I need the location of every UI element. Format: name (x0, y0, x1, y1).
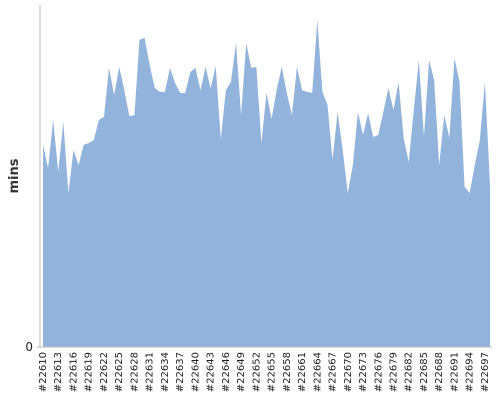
y-tick-label: 0 (25, 340, 33, 354)
x-tick-label: #22619 (84, 352, 95, 392)
x-tick-label: #22664 (312, 352, 323, 392)
x-tick-label: #22694 (465, 352, 476, 392)
x-tick-label: #22688 (434, 352, 445, 392)
x-tick-label: #22697 (480, 352, 491, 392)
x-tick-label: #22676 (373, 352, 384, 392)
x-tick-label: #22631 (145, 352, 156, 392)
y-axis-label: mins (7, 158, 22, 193)
x-tick-label: #22628 (129, 352, 140, 392)
x-tick-label: #22661 (297, 352, 308, 392)
x-tick-label: #22634 (160, 352, 171, 392)
x-tick-label: #22637 (175, 352, 186, 392)
x-tick-label: #22649 (236, 352, 247, 392)
x-tick-label: #22691 (449, 352, 460, 392)
x-tick-label: #22655 (267, 352, 278, 392)
area (43, 20, 490, 347)
x-tick-label: #22652 (251, 352, 262, 392)
x-tick-label: #22667 (328, 352, 339, 392)
x-tick-label: #22622 (99, 352, 110, 392)
x-tick-label: #22610 (38, 352, 49, 392)
x-tick-label: #22643 (206, 352, 217, 392)
x-tick-label: #22625 (114, 352, 125, 392)
x-tick-label: #22682 (404, 352, 415, 392)
x-tick-label: #22613 (53, 352, 64, 392)
x-tick-label: #22616 (68, 352, 79, 392)
x-tick-label: #22679 (388, 352, 399, 392)
x-tick-label: #22658 (282, 352, 293, 392)
x-tick-label: #22685 (419, 352, 430, 392)
x-tick-label: #22640 (190, 352, 201, 392)
x-tick-label: #22673 (358, 352, 369, 392)
x-tick-label: #22670 (343, 352, 354, 392)
x-tick-label: #22646 (221, 352, 232, 392)
